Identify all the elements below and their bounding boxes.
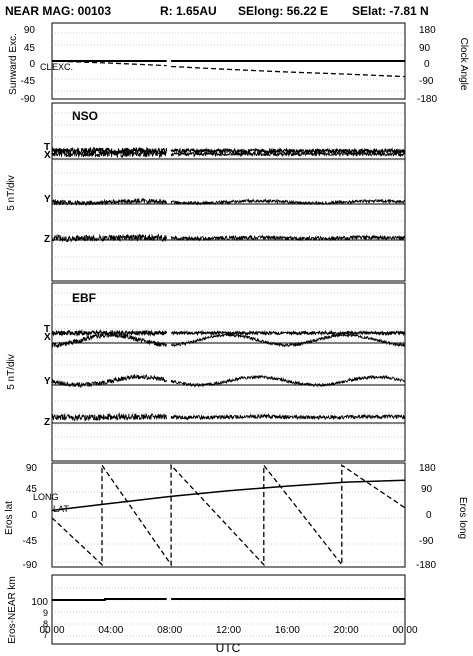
- eros-left-tick-90: 90: [26, 463, 38, 474]
- data-traces: [51, 60, 406, 601]
- ebf-z-trace: [51, 412, 168, 422]
- eros-left-tick-neg45: -45: [23, 536, 38, 547]
- dist-tick-9: 9: [43, 608, 48, 618]
- distance-panel-frame: [51, 574, 406, 645]
- nso-z-trace: [170, 234, 406, 242]
- nso-y-trace: [170, 198, 406, 206]
- ebf-trace-label-x: X: [44, 332, 51, 343]
- eros-right-tick-90: 90: [421, 484, 433, 495]
- clock-right-tick-neg180: -180: [417, 94, 437, 105]
- plot-title: NEAR MAG: 00103: [5, 4, 111, 18]
- nso-trace-label-t: T: [44, 142, 50, 153]
- eros-right-tick-neg90: -90: [419, 536, 434, 547]
- ebf-panel-frame: [51, 282, 406, 462]
- nso-y-trace: [51, 197, 168, 207]
- grid-lines: [52, 32, 405, 637]
- ebf-y-trace: [170, 374, 406, 388]
- eros-left-tick-neg90: -90: [23, 560, 38, 571]
- dist-ylabel: Eros-NEAR km: [7, 576, 18, 644]
- series-exc-line: [171, 65, 406, 78]
- nso-panel-label: NSO: [72, 109, 98, 123]
- ebf-ylabel: 5 nT/div: [6, 354, 17, 390]
- ebf-t-trace: [170, 329, 406, 337]
- nso-t-trace: [170, 147, 406, 155]
- trace-label-exc: EXC.: [52, 62, 73, 72]
- clock-right-tick-90: 90: [419, 43, 431, 54]
- x-tick-labels: 00:00 04:00 08:00 12:00 16:00 20:00 00:00: [39, 625, 417, 636]
- dist-tick-8: 8: [43, 619, 48, 629]
- eros-lat-label: Eros lat: [4, 501, 15, 535]
- eros-right-tick-180: 180: [419, 463, 436, 474]
- clock-left-tick-0: 0: [29, 59, 35, 70]
- distance-readout: R: 1.65AU: [160, 4, 217, 18]
- dist-tick-7: 7: [43, 630, 48, 640]
- clock-right-tick-180: 180: [419, 25, 436, 36]
- selat-readout: SElat: -7.81 N: [352, 4, 429, 18]
- clock-angle-label: Clock Angle: [458, 38, 469, 91]
- nso-trace-label-y: Y: [44, 194, 51, 205]
- series-exc-line: [51, 60, 167, 67]
- clock-right-tick-neg90: -90: [419, 76, 434, 87]
- nso-x-trace: [51, 149, 168, 159]
- nso-trace-label-x: X: [44, 150, 51, 161]
- ebf-panel-label: EBF: [72, 291, 96, 305]
- nso-ylabel: 5 nT/div: [6, 175, 17, 211]
- series-long-line: [51, 463, 406, 567]
- x-tick-label: 12:00: [216, 625, 241, 636]
- clock-left-tick-neg45: -45: [21, 76, 36, 87]
- x-tick-label: 00:00: [39, 625, 64, 636]
- trace-label-long: LONG: [33, 492, 59, 502]
- clock-left-tick-neg90: -90: [21, 94, 36, 105]
- ebf-t-trace: [51, 329, 168, 338]
- eros-left-tick-0: 0: [31, 510, 37, 521]
- eros-right-tick-neg180: -180: [416, 560, 436, 571]
- trace-label-cl: CL: [40, 62, 52, 72]
- selong-readout: SElong: 56.22 E: [238, 4, 328, 18]
- nso-panel-frame: [51, 102, 406, 282]
- nso-x-trace: [170, 150, 406, 158]
- ebf-trace-label-y: Y: [44, 376, 51, 387]
- ebf-x-trace: [51, 332, 167, 349]
- eros-long-label: Eros long: [457, 497, 468, 539]
- x-axis-label: UTC: [216, 641, 241, 655]
- nso-t-trace: [51, 146, 168, 156]
- clock-left-tick-90: 90: [24, 25, 36, 36]
- x-tick-label: 16:00: [275, 625, 300, 636]
- series-lat-line: [51, 479, 406, 512]
- clock-right-tick-0: 0: [424, 59, 430, 70]
- ebf-trace-label-z: Z: [44, 417, 50, 428]
- clock-left-tick-45: 45: [24, 43, 36, 54]
- eros-left-tick-45: 45: [26, 484, 38, 495]
- ebf-y-trace: [51, 373, 168, 388]
- nso-trace-label-z: Z: [44, 234, 50, 245]
- eros-panel-frame: [51, 462, 406, 568]
- nso-z-trace: [51, 233, 168, 243]
- ebf-trace-label-t: T: [44, 324, 50, 335]
- eros-right-tick-0: 0: [426, 510, 432, 521]
- x-tick-label: 00:00: [392, 625, 417, 636]
- ebf-z-trace: [170, 413, 406, 421]
- x-tick-label: 08:00: [157, 625, 182, 636]
- x-tick-label: 04:00: [98, 625, 123, 636]
- x-tick-label: 20:00: [334, 625, 359, 636]
- dist-tick-100: 100: [31, 597, 48, 608]
- series-distance-line: [52, 598, 167, 601]
- sunward-exc-label: Sunward Exc.: [8, 33, 19, 95]
- ebf-x-trace: [170, 332, 406, 348]
